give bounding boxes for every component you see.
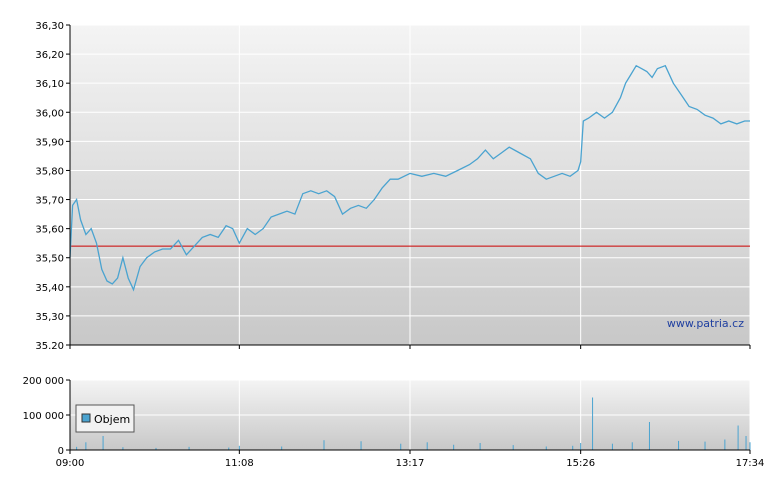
volume-series [69, 397, 751, 450]
volume-tick-label: 0 [58, 446, 64, 457]
price-series [69, 64, 750, 292]
x-tick-label: 09:00 [56, 458, 85, 469]
price-tick-label: 36,20 [35, 50, 64, 61]
price-tick-label: 36,00 [35, 108, 64, 119]
price-tick-label: 35,90 [35, 137, 64, 148]
watermark: www.patria.cz [667, 317, 744, 330]
x-tick-label: 17:34 [736, 458, 765, 469]
x-axis: 09:00 11:08 13:17 15:26 17:34 [56, 25, 765, 469]
x-tick-label: 11:08 [225, 458, 254, 469]
price-panel: 36,30 36,20 36,10 36,00 35,90 35,80 35,70 35,60… [35, 21, 751, 352]
price-y-axis: 36,30 36,20 36,10 36,00 35,90 35,80 35,70 35,60… [35, 21, 70, 352]
price-tick-label: 35,60 [35, 225, 64, 236]
volume-legend: Objem [75, 404, 135, 433]
price-gridlines [69, 24, 751, 346]
legend-swatch [81, 413, 91, 423]
volume-y-axis: 200 000 100 000 0 [23, 376, 70, 457]
price-tick-label: 35,40 [35, 283, 64, 294]
x-tick-label: 15:26 [566, 458, 595, 469]
legend-label: Objem [94, 413, 130, 426]
price-line [69, 64, 750, 292]
volume-tick-label: 100 000 [23, 411, 64, 422]
x-tick-label: 13:17 [396, 458, 425, 469]
price-tick-label: 35,30 [35, 312, 64, 323]
price-tick-label: 35,50 [35, 254, 64, 265]
price-tick-label: 35,70 [35, 196, 64, 207]
price-tick-label: 36,10 [35, 79, 64, 90]
price-tick-label: 35.20 [35, 341, 64, 352]
price-tick-label: 35,80 [35, 166, 64, 177]
volume-panel: 200 000 100 000 0 Objem [23, 376, 751, 457]
volume-tick-label: 200 000 [23, 376, 64, 387]
price-tick-label: 36,30 [35, 21, 64, 32]
